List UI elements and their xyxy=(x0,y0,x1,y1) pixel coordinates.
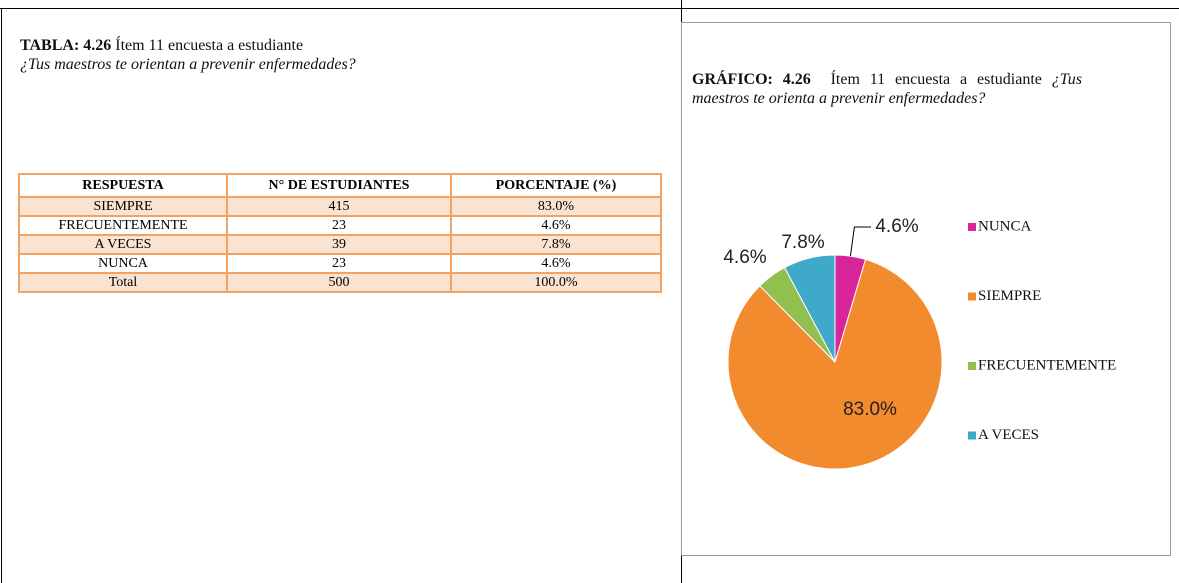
data-label: 4.6% xyxy=(723,247,766,268)
legend-swatch xyxy=(968,362,976,370)
table-cell: FRECUENTEMENTE xyxy=(18,215,228,236)
legend-swatch xyxy=(968,223,976,231)
data-label: 4.6% xyxy=(875,216,918,237)
legend-label: A VECES xyxy=(978,427,1039,443)
data-label: 83.0% xyxy=(843,399,897,420)
leader-line xyxy=(849,226,871,257)
table-cell: 83.0% xyxy=(450,196,662,217)
table-cell: 23 xyxy=(226,253,452,274)
table-row: A VECES 39 7.8% xyxy=(18,234,662,255)
table-cell: A VECES xyxy=(18,234,228,255)
caption-label: TABLA: 4.26 xyxy=(20,37,112,54)
caption-text: Ítem 11 encuesta a estudiante xyxy=(115,37,304,54)
table-row: FRECUENTEMENTE 23 4.6% xyxy=(18,215,662,236)
header-cell: PORCENTAJE (%) xyxy=(450,173,662,198)
rule xyxy=(0,8,1179,9)
pie-slice xyxy=(727,258,943,470)
table-cell: SIEMPRE xyxy=(18,196,228,217)
legend-label: FRECUENTEMENTE xyxy=(978,357,1116,373)
table-cell: 4.6% xyxy=(450,253,662,274)
table-row: SIEMPRE 415 83.0% xyxy=(18,196,662,217)
table-cell: Total xyxy=(18,272,228,293)
table-row: NUNCA 23 4.6% xyxy=(18,253,662,274)
table-row: Total 500 100.0% xyxy=(18,272,662,293)
legend-swatch xyxy=(968,292,976,301)
legend-label: NUNCA xyxy=(978,218,1032,234)
legend-label: SIEMPRE xyxy=(978,288,1041,304)
data-table: RESPUESTA N° DE ESTUDIANTES PORCENTAJE (… xyxy=(18,173,662,293)
chart-caption: GRÁFICO: 4.26 Ítem 11 encuesta a estudia… xyxy=(692,70,1082,108)
table-cell: 23 xyxy=(226,215,452,236)
table-caption: TABLA: 4.26 Ítem 11 encuesta a estudiant… xyxy=(20,36,660,74)
table-cell: 39 xyxy=(226,234,452,255)
table-cell: 100.0% xyxy=(450,272,662,293)
data-label: 7.8% xyxy=(781,232,824,253)
legend-swatch xyxy=(968,431,976,440)
table-cell: NUNCA xyxy=(18,253,228,274)
caption-question: ¿Tus maestros te orientan a prevenir enf… xyxy=(20,56,356,73)
table-cell: 415 xyxy=(226,196,452,217)
table-cell: 500 xyxy=(226,272,452,293)
table-cell: 7.8% xyxy=(450,234,662,255)
header-cell: RESPUESTA xyxy=(18,173,228,198)
chart-panel xyxy=(681,22,1171,556)
rule xyxy=(1,8,2,583)
caption-question: ¿Tus maestros te orienta a prevenir enfe… xyxy=(692,71,1083,107)
table-cell: 4.6% xyxy=(450,215,662,236)
caption-text: Ítem 11 encuesta a estudiante xyxy=(830,71,1042,88)
header-row: RESPUESTA N° DE ESTUDIANTES PORCENTAJE (… xyxy=(18,173,662,198)
table-body: SIEMPRE 415 83.0% FRECUENTEMENTE 23 4.6% A VEC… xyxy=(18,196,662,293)
caption-label: GRÁFICO: 4.26 xyxy=(692,71,811,88)
pie-slice xyxy=(783,254,836,363)
header-cell: N° DE ESTUDIANTES xyxy=(226,173,452,198)
